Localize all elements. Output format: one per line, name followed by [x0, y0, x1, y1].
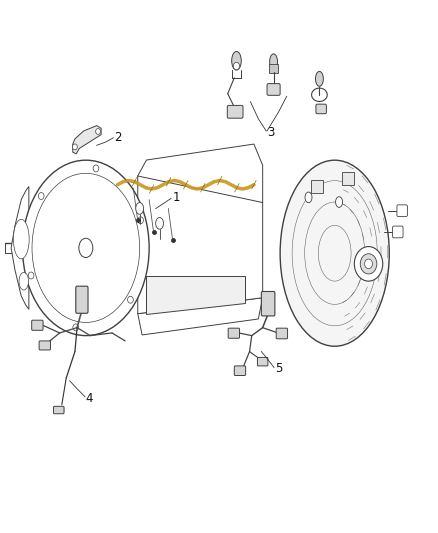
Ellipse shape	[22, 160, 149, 336]
FancyBboxPatch shape	[269, 64, 278, 73]
Ellipse shape	[13, 220, 29, 259]
Ellipse shape	[233, 62, 240, 70]
Ellipse shape	[364, 259, 372, 269]
FancyBboxPatch shape	[316, 104, 326, 114]
Polygon shape	[146, 277, 245, 314]
FancyBboxPatch shape	[397, 205, 407, 216]
FancyBboxPatch shape	[234, 366, 246, 375]
Polygon shape	[11, 187, 29, 309]
Ellipse shape	[73, 144, 78, 150]
Ellipse shape	[28, 272, 34, 279]
FancyBboxPatch shape	[227, 106, 243, 118]
FancyBboxPatch shape	[53, 406, 64, 414]
FancyBboxPatch shape	[39, 341, 50, 350]
Text: 3: 3	[267, 126, 274, 139]
FancyBboxPatch shape	[261, 292, 275, 316]
Text: 5: 5	[275, 362, 282, 375]
FancyBboxPatch shape	[276, 328, 288, 339]
FancyBboxPatch shape	[228, 328, 240, 338]
FancyBboxPatch shape	[267, 84, 280, 95]
Ellipse shape	[39, 192, 44, 199]
FancyBboxPatch shape	[76, 286, 88, 313]
Text: 1: 1	[173, 191, 180, 204]
Polygon shape	[138, 298, 263, 335]
Ellipse shape	[232, 52, 241, 70]
Ellipse shape	[19, 272, 28, 290]
Ellipse shape	[32, 173, 140, 322]
Ellipse shape	[95, 128, 100, 134]
Ellipse shape	[127, 296, 133, 303]
Text: 4: 4	[86, 392, 93, 405]
Ellipse shape	[360, 254, 377, 274]
Ellipse shape	[336, 197, 343, 207]
FancyBboxPatch shape	[258, 358, 268, 366]
Ellipse shape	[280, 160, 389, 346]
Text: 2: 2	[114, 131, 122, 144]
Polygon shape	[73, 126, 101, 154]
Ellipse shape	[138, 217, 143, 224]
Ellipse shape	[79, 238, 93, 257]
Ellipse shape	[270, 54, 278, 70]
Ellipse shape	[155, 217, 163, 229]
FancyBboxPatch shape	[32, 320, 43, 330]
FancyBboxPatch shape	[342, 172, 354, 185]
FancyBboxPatch shape	[311, 180, 323, 192]
Ellipse shape	[136, 203, 144, 214]
Ellipse shape	[93, 165, 99, 172]
FancyBboxPatch shape	[392, 226, 403, 238]
Polygon shape	[138, 144, 263, 203]
Polygon shape	[138, 176, 263, 314]
Ellipse shape	[354, 247, 383, 281]
Ellipse shape	[315, 71, 323, 86]
Ellipse shape	[305, 192, 312, 203]
Ellipse shape	[73, 324, 78, 331]
